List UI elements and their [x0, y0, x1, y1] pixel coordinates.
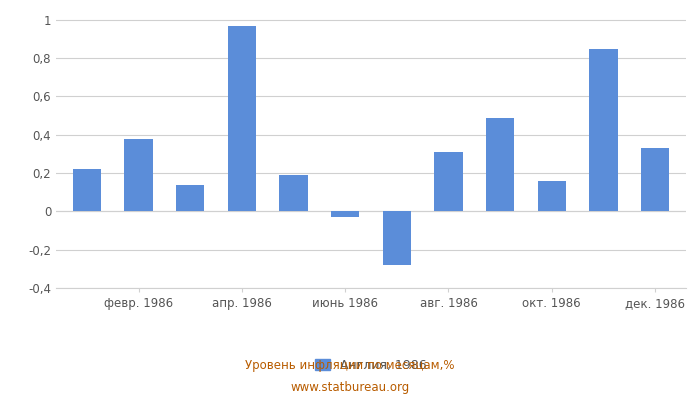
Bar	[125, 138, 153, 211]
Text: www.statbureau.org: www.statbureau.org	[290, 382, 410, 394]
Bar	[176, 184, 204, 211]
Bar	[589, 48, 617, 211]
Bar	[434, 152, 463, 211]
Legend: Англия, 1986: Англия, 1986	[310, 354, 432, 377]
Bar	[640, 148, 669, 211]
Bar	[383, 211, 411, 265]
Bar	[331, 211, 359, 217]
Bar	[486, 118, 514, 211]
Bar	[73, 169, 102, 211]
Text: Уровень инфляции по месяцам,%: Уровень инфляции по месяцам,%	[245, 360, 455, 372]
Bar	[279, 175, 308, 211]
Bar	[228, 26, 256, 211]
Bar	[538, 181, 566, 211]
